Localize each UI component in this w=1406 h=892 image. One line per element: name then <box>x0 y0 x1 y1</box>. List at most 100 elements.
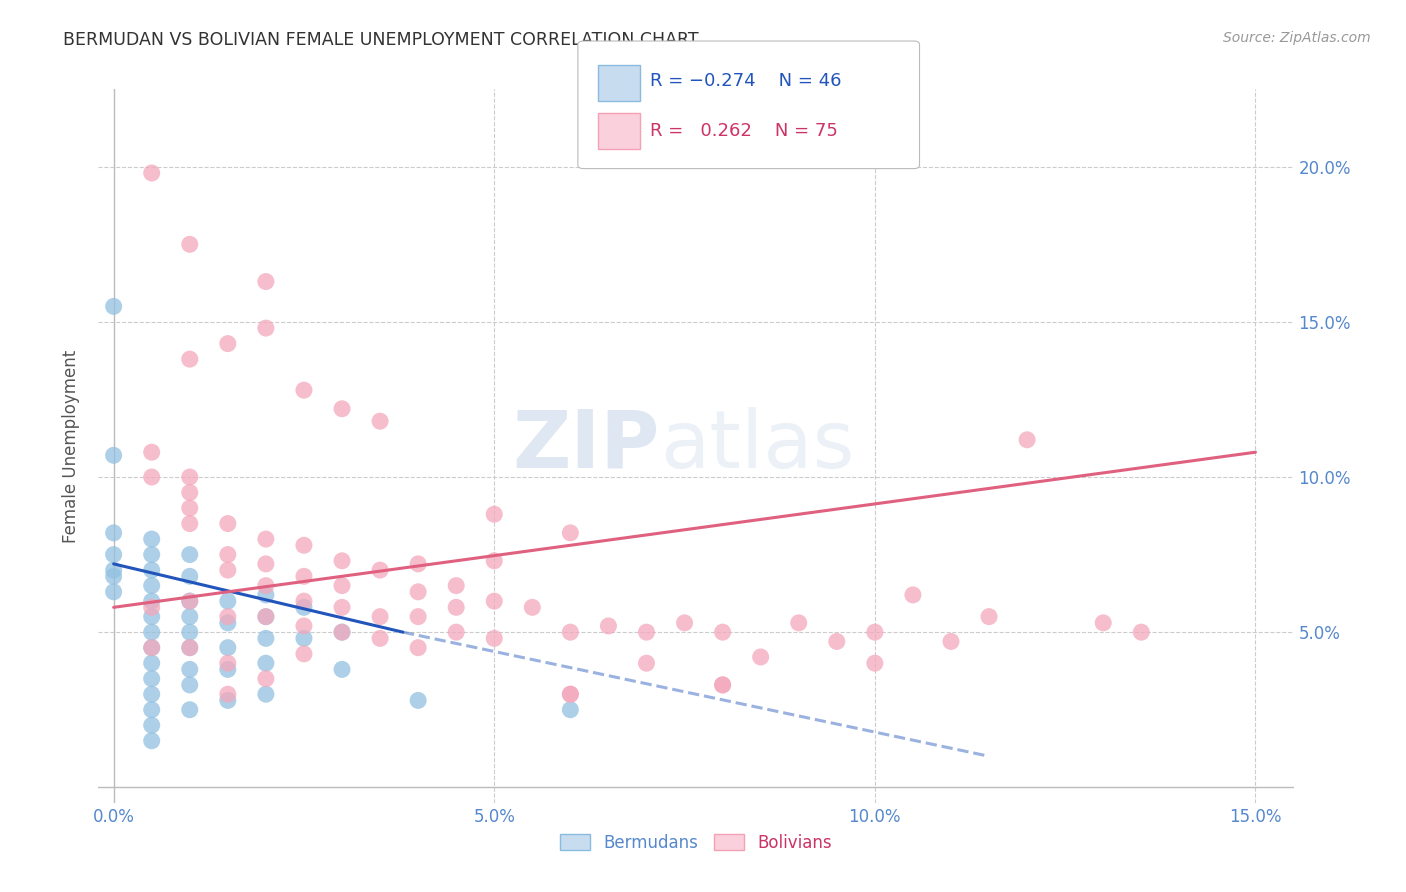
Point <box>368 609 391 624</box>
Point <box>254 632 277 646</box>
Point <box>141 600 163 615</box>
Point <box>1017 433 1039 447</box>
Point <box>179 237 201 252</box>
Point <box>406 557 429 571</box>
Point <box>217 687 239 701</box>
Point <box>217 336 239 351</box>
Point <box>141 445 163 459</box>
Point <box>254 275 277 289</box>
Point <box>217 693 239 707</box>
Point <box>217 516 239 531</box>
Point <box>179 352 201 367</box>
Point <box>406 584 429 599</box>
Point <box>217 656 239 670</box>
Point <box>179 485 201 500</box>
Point <box>711 625 734 640</box>
Point <box>330 625 353 640</box>
Point <box>939 634 962 648</box>
Point <box>711 678 734 692</box>
Legend: Bermudans, Bolivians: Bermudans, Bolivians <box>553 828 839 859</box>
Point <box>636 656 658 670</box>
Point <box>254 579 277 593</box>
Point <box>636 625 658 640</box>
Point <box>292 538 315 552</box>
Text: R = −0.274    N = 46: R = −0.274 N = 46 <box>650 72 841 90</box>
Point <box>179 569 201 583</box>
Point <box>103 569 125 583</box>
Point <box>103 563 125 577</box>
Point <box>179 609 201 624</box>
Point <box>444 600 467 615</box>
Point <box>179 662 201 676</box>
Point <box>179 640 201 655</box>
Point <box>254 532 277 546</box>
Point <box>522 600 544 615</box>
Point <box>330 600 353 615</box>
Point <box>787 615 810 630</box>
Point <box>141 656 163 670</box>
Point <box>217 594 239 608</box>
Point <box>560 687 582 701</box>
Point <box>254 609 277 624</box>
Point <box>141 625 163 640</box>
Point <box>141 166 163 180</box>
Point <box>217 662 239 676</box>
Point <box>254 656 277 670</box>
Point <box>179 548 201 562</box>
Point <box>254 557 277 571</box>
Point <box>103 548 125 562</box>
Point <box>103 448 125 462</box>
Text: Source: ZipAtlas.com: Source: ZipAtlas.com <box>1223 31 1371 45</box>
Point <box>406 693 429 707</box>
Point <box>292 600 315 615</box>
Point <box>444 579 467 593</box>
Point <box>179 594 201 608</box>
Point <box>977 609 1000 624</box>
Point <box>141 733 163 747</box>
Point <box>141 703 163 717</box>
Text: ZIP: ZIP <box>513 407 661 485</box>
Point <box>368 414 391 428</box>
Point <box>292 647 315 661</box>
Point <box>217 609 239 624</box>
Point <box>825 634 848 648</box>
Point <box>141 579 163 593</box>
Point <box>484 632 506 646</box>
Point <box>749 650 772 665</box>
Point <box>141 672 163 686</box>
Point <box>484 554 506 568</box>
Point <box>368 563 391 577</box>
Point <box>598 619 620 633</box>
Point <box>254 588 277 602</box>
Point <box>141 548 163 562</box>
Point <box>484 594 506 608</box>
Point <box>179 594 201 608</box>
Point <box>103 299 125 313</box>
Text: R =   0.262    N = 75: R = 0.262 N = 75 <box>650 122 838 140</box>
Point <box>141 470 163 484</box>
Point <box>141 687 163 701</box>
Point <box>1130 625 1153 640</box>
Point <box>179 640 201 655</box>
Point <box>141 609 163 624</box>
Point <box>368 632 391 646</box>
Point <box>863 625 886 640</box>
Point <box>484 508 506 522</box>
Point <box>179 470 201 484</box>
Point <box>103 525 125 540</box>
Point <box>141 640 163 655</box>
Point <box>254 321 277 335</box>
Point <box>141 563 163 577</box>
Point <box>711 678 734 692</box>
Point <box>560 703 582 717</box>
Point <box>217 615 239 630</box>
Point <box>217 640 239 655</box>
Point <box>330 554 353 568</box>
Point <box>179 678 201 692</box>
Point <box>254 609 277 624</box>
Point <box>863 656 886 670</box>
Point <box>1092 615 1115 630</box>
Point <box>330 662 353 676</box>
Point <box>330 579 353 593</box>
Point <box>179 625 201 640</box>
